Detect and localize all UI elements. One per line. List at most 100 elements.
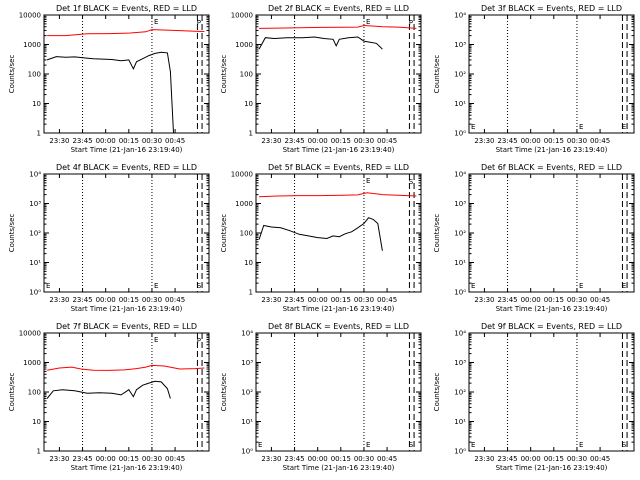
y-tick-label: 1 bbox=[249, 289, 253, 297]
plot-frame bbox=[255, 14, 422, 134]
y-tick-label: 10³ bbox=[454, 359, 466, 367]
x-tick-label: 00:15 bbox=[544, 455, 564, 463]
y-tick-label: 10¹ bbox=[241, 418, 253, 426]
y-axis-label: Counts/sec bbox=[433, 55, 441, 94]
x-tick-label: 00:30 bbox=[354, 455, 374, 463]
panel-det-9: Det 9f BLACK = Events, RED = LLD 10⁰ 10¹ 10… bbox=[433, 322, 635, 472]
panel-det-2: Det 2f BLACK = Events, RED = LLD 1 10 100 10… bbox=[220, 4, 422, 154]
y-tick-label: 10¹ bbox=[454, 418, 466, 426]
x-tick-label: 00:00 bbox=[96, 455, 116, 463]
y-tick-label: 1000 bbox=[23, 41, 41, 49]
event-marker-label: E bbox=[154, 282, 158, 290]
x-tick-label: 23:45 bbox=[284, 455, 304, 463]
x-tick-label: 00:45 bbox=[377, 296, 397, 304]
x-tick-label: 00:15 bbox=[331, 455, 351, 463]
x-tick-label: 00:30 bbox=[142, 455, 162, 463]
x-tick-label: 00:45 bbox=[165, 455, 185, 463]
event-marker-label: P bbox=[197, 337, 201, 345]
plot-frame bbox=[43, 173, 210, 293]
event-marker-label: S bbox=[197, 282, 202, 290]
x-tick-label: 00:00 bbox=[308, 137, 328, 145]
x-tick-label: 00:45 bbox=[590, 296, 610, 304]
x-tick-label: 00:00 bbox=[96, 137, 116, 145]
y-tick-label: 10⁴ bbox=[454, 12, 466, 20]
x-tick-label: 00:15 bbox=[331, 296, 351, 304]
y-axis-label: Counts/sec bbox=[8, 373, 16, 412]
x-tick-label: 23:45 bbox=[72, 455, 92, 463]
plot-frame bbox=[255, 173, 422, 293]
red-lld-series bbox=[47, 364, 205, 371]
y-tick-label: 10 bbox=[244, 259, 253, 267]
y-tick-label: 10⁰ bbox=[454, 289, 466, 297]
x-axis-label: Start Time (21-Jan-16 23:19:40) bbox=[283, 464, 395, 472]
panel-title: Det 7f BLACK = Events, RED = LLD bbox=[56, 322, 197, 331]
y-tick-label: 10⁴ bbox=[454, 171, 466, 179]
x-tick-label: 00:00 bbox=[521, 137, 541, 145]
x-tick-label: 23:30 bbox=[261, 296, 281, 304]
y-tick-label: 10² bbox=[29, 230, 41, 238]
x-tick-label: 00:15 bbox=[544, 137, 564, 145]
y-tick-label: 1 bbox=[37, 130, 41, 138]
x-axis-label: Start Time (21-Jan-16 23:19:40) bbox=[283, 146, 395, 154]
y-tick-label: 10⁰ bbox=[29, 289, 41, 297]
event-marker-label: E bbox=[258, 441, 262, 449]
event-marker-label: S bbox=[409, 178, 414, 186]
panel-title: Det 8f BLACK = Events, RED = LLD bbox=[268, 322, 409, 331]
y-tick-label: 10³ bbox=[241, 359, 253, 367]
event-marker-label: E bbox=[46, 282, 50, 290]
y-axis-label: Counts/sec bbox=[8, 214, 16, 253]
event-marker-label: S bbox=[622, 441, 627, 449]
y-tick-label: 10 bbox=[244, 100, 253, 108]
event-marker-label: E bbox=[622, 282, 626, 290]
panel-title: Det 9f BLACK = Events, RED = LLD bbox=[481, 322, 622, 331]
y-tick-label: 10¹ bbox=[454, 259, 466, 267]
red-lld-series bbox=[259, 192, 417, 198]
y-tick-label: 100 bbox=[28, 71, 41, 79]
event-marker-label: E bbox=[471, 123, 475, 131]
event-marker-label: E bbox=[579, 282, 583, 290]
x-axis-label: Start Time (21-Jan-16 23:19:40) bbox=[71, 146, 183, 154]
x-tick-label: 23:30 bbox=[474, 455, 494, 463]
x-axis-label: Start Time (21-Jan-16 23:19:40) bbox=[496, 146, 608, 154]
x-tick-label: 00:00 bbox=[521, 296, 541, 304]
plot-frame bbox=[43, 332, 210, 452]
panel-det-4: Det 4f BLACK = Events, RED = LLD 10⁰ 10¹ 10… bbox=[8, 163, 210, 313]
y-axis-label: Counts/sec bbox=[220, 55, 228, 94]
event-marker-label: E bbox=[366, 18, 370, 26]
plot-frame bbox=[468, 332, 635, 452]
x-tick-label: 00:45 bbox=[165, 296, 185, 304]
panel-title: Det 4f BLACK = Events, RED = LLD bbox=[56, 163, 197, 172]
y-tick-label: 100 bbox=[240, 230, 253, 238]
plot-frame bbox=[255, 332, 422, 452]
y-tick-label: 10² bbox=[454, 230, 466, 238]
y-tick-label: 10² bbox=[454, 389, 466, 397]
x-tick-label: 23:30 bbox=[261, 137, 281, 145]
x-tick-label: 00:15 bbox=[331, 137, 351, 145]
y-axis-label: Counts/sec bbox=[220, 373, 228, 412]
event-marker-label: E bbox=[154, 336, 158, 344]
y-tick-label: 100 bbox=[240, 71, 253, 79]
event-marker-label: E bbox=[622, 123, 626, 131]
y-axis-label: Counts/sec bbox=[433, 373, 441, 412]
y-tick-label: 10 bbox=[32, 418, 41, 426]
black-events-series bbox=[258, 217, 383, 251]
y-axis-label: Counts/sec bbox=[433, 214, 441, 253]
y-tick-label: 1000 bbox=[235, 200, 253, 208]
y-tick-label: 10000 bbox=[231, 171, 253, 179]
x-tick-label: 00:30 bbox=[567, 296, 587, 304]
x-tick-label: 23:45 bbox=[497, 296, 517, 304]
panel-det-1: Det 1f BLACK = Events, RED = LLD 1 10 100 10… bbox=[8, 4, 210, 154]
red-lld-series bbox=[259, 24, 417, 29]
black-events-series bbox=[46, 51, 174, 134]
x-tick-label: 00:45 bbox=[590, 137, 610, 145]
x-tick-label: 00:00 bbox=[308, 296, 328, 304]
y-tick-label: 10³ bbox=[29, 200, 41, 208]
y-tick-label: 10⁰ bbox=[454, 448, 466, 456]
x-axis-label: Start Time (21-Jan-16 23:19:40) bbox=[496, 464, 608, 472]
x-tick-label: 23:45 bbox=[72, 137, 92, 145]
y-tick-label: 10⁴ bbox=[241, 330, 253, 338]
x-tick-label: 00:15 bbox=[119, 137, 139, 145]
event-marker-label: P bbox=[409, 19, 413, 27]
event-marker-label: E bbox=[154, 18, 158, 26]
